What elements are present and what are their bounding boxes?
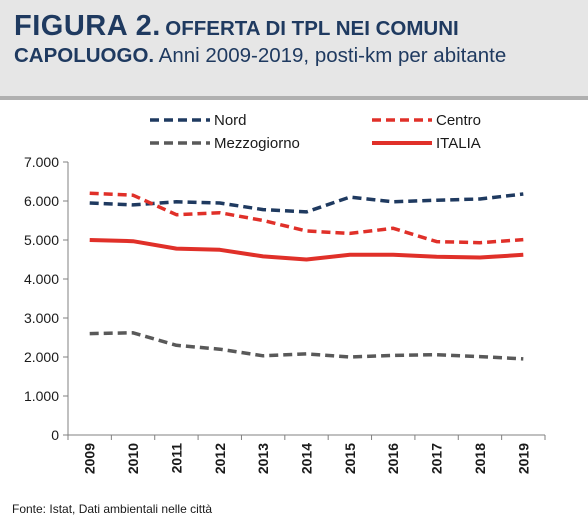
y-tick-label: 7.000 bbox=[24, 154, 59, 170]
x-tick-label: 2017 bbox=[429, 443, 445, 474]
y-tick-label: 6.000 bbox=[24, 193, 59, 209]
series-line-centro bbox=[89, 191, 524, 245]
x-tick-label: 2016 bbox=[385, 443, 401, 474]
x-tick-label: 2019 bbox=[515, 443, 531, 474]
y-tick-label: 3.000 bbox=[24, 310, 59, 326]
y-tick-label: 0 bbox=[51, 427, 59, 443]
x-tick-label: 2011 bbox=[168, 443, 184, 474]
figure-title-line1: FIGURA 2. OFFERTA DI TPL NEI COMUNI bbox=[14, 10, 459, 43]
source-footnote: Fonte: Istat, Dati ambientali nelle citt… bbox=[12, 502, 213, 516]
figure-subtitle: Anni 2009-2019, posti-km per abitante bbox=[158, 44, 507, 67]
legend-label-mezzogiorno: Mezzogiorno bbox=[214, 135, 300, 152]
y-tick-label: 2.000 bbox=[24, 349, 59, 365]
legend-label-centro: Centro bbox=[436, 112, 481, 129]
y-tick-label: 5.000 bbox=[24, 232, 59, 248]
y-tick-label: 4.000 bbox=[24, 271, 59, 287]
figure-title-line2: CAPOLUOGO. Anni 2009-2019, posti-km per … bbox=[14, 44, 506, 68]
x-tick-label: 2018 bbox=[472, 443, 488, 474]
x-tick-label: 2014 bbox=[299, 443, 315, 474]
series-line-mezzogiorno bbox=[89, 331, 524, 361]
x-tick-label: 2013 bbox=[255, 443, 271, 474]
legend-label-italia: ITALIA bbox=[436, 135, 481, 152]
figure-title: OFFERTA DI TPL NEI COMUNI bbox=[165, 17, 459, 40]
figure-label: FIGURA 2. bbox=[14, 10, 161, 42]
figure-header: FIGURA 2. OFFERTA DI TPL NEI COMUNI CAPO… bbox=[0, 0, 588, 100]
y-tick-label: 1.000 bbox=[24, 388, 59, 404]
line-chart: 0 1.000 2.000 3.000 4.000 5.000 6.000 7.000 2009… bbox=[24, 112, 546, 474]
legend-label-nord: Nord bbox=[214, 112, 247, 129]
figure-title-continued: CAPOLUOGO. bbox=[14, 44, 155, 67]
x-tick-label: 2010 bbox=[125, 443, 141, 474]
x-tick-label: 2015 bbox=[342, 443, 358, 474]
x-tick-label: 2009 bbox=[82, 443, 98, 474]
x-tick-label: 2012 bbox=[212, 443, 228, 474]
series-line-italia bbox=[89, 238, 524, 262]
series-line-nord bbox=[89, 192, 524, 214]
